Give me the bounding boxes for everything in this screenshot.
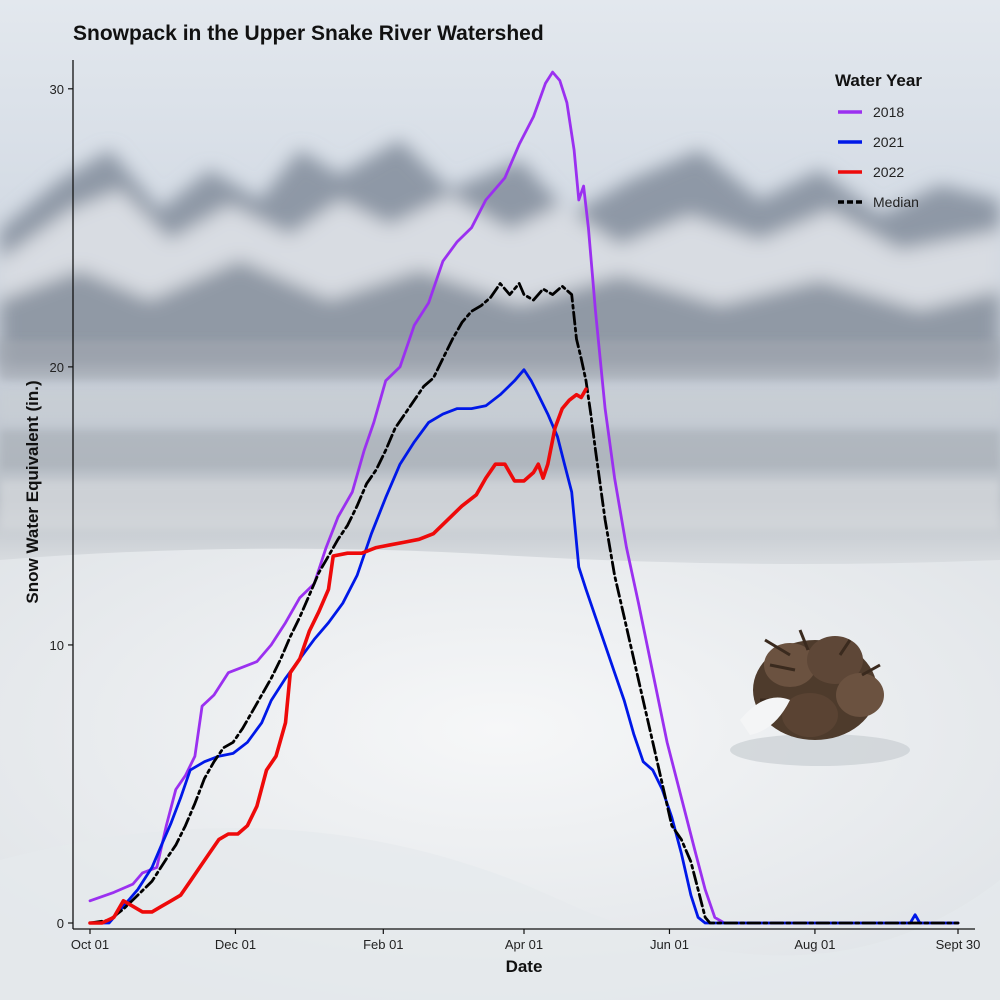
legend-label-2022: 2022 [873, 164, 904, 180]
y-tick-label: 20 [50, 360, 64, 375]
x-axis-title: Date [506, 957, 543, 976]
series-line-2022 [88, 387, 588, 925]
y-tick-label: 10 [50, 638, 64, 653]
legend: Water Year 2018 2021 2022 Median [835, 71, 922, 210]
pinecone-image [730, 629, 910, 766]
legend-label-2018: 2018 [873, 104, 904, 120]
chart-title: Snowpack in the Upper Snake River Waters… [73, 22, 544, 45]
series-line-median [88, 282, 960, 925]
y-ticks: 0 10 20 30 [50, 82, 73, 931]
x-tick-label: Feb 01 [363, 937, 403, 952]
legend-label-median: Median [873, 194, 919, 210]
x-tick-label: Dec 01 [215, 937, 256, 952]
series-line-2018 [88, 70, 960, 925]
legend-title: Water Year [835, 71, 922, 90]
y-tick-label: 30 [50, 82, 64, 97]
x-tick-label: Aug 01 [794, 937, 835, 952]
x-tick-label: Apr 01 [505, 937, 543, 952]
y-tick-label: 0 [57, 916, 64, 931]
y-axis-title: Snow Water Equivalent (in.) [23, 380, 42, 603]
x-ticks: Oct 01 Dec 01 Feb 01 Apr 01 Jun 01 Aug 01 Sept… [71, 929, 981, 952]
x-tick-label: Oct 01 [71, 937, 109, 952]
legend-label-2021: 2021 [873, 134, 904, 150]
x-tick-label: Sept 30 [936, 937, 981, 952]
x-tick-label: Jun 01 [650, 937, 689, 952]
axes [72, 60, 975, 930]
series-lines [88, 70, 960, 925]
